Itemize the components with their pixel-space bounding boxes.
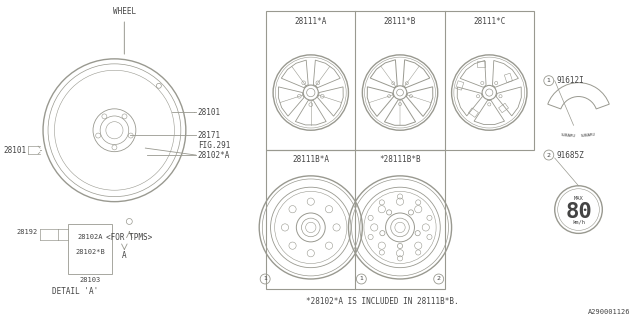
Text: SUBARU: SUBARU: [561, 133, 576, 138]
Text: 1: 1: [547, 78, 550, 83]
Text: 28102A: 28102A: [77, 234, 103, 240]
Text: 80: 80: [565, 202, 592, 221]
Bar: [456, 81, 464, 90]
Text: <FOR TPMS>: <FOR TPMS>: [106, 233, 152, 242]
Text: 28101: 28101: [198, 108, 221, 117]
Text: 1: 1: [360, 276, 364, 282]
Text: 28111B*A: 28111B*A: [292, 156, 329, 164]
Text: *28111B*B: *28111B*B: [380, 156, 421, 164]
Text: A290001126: A290001126: [588, 309, 630, 315]
Text: 28111*B: 28111*B: [384, 17, 416, 26]
Text: *28102*A IS INCLUDED IN 28111B*B.: *28102*A IS INCLUDED IN 28111B*B.: [306, 297, 458, 306]
Text: SUBARU: SUBARU: [580, 133, 596, 138]
Text: 28111*A: 28111*A: [294, 17, 327, 26]
Text: 91612I: 91612I: [557, 76, 584, 85]
Bar: [68, 224, 113, 274]
Text: 28101: 28101: [3, 146, 26, 155]
Text: 28192: 28192: [17, 229, 38, 236]
Text: 28102*A: 28102*A: [198, 150, 230, 160]
Text: 1: 1: [263, 276, 267, 282]
Text: FIG.291: FIG.291: [198, 140, 230, 150]
Text: 2: 2: [547, 153, 551, 157]
Text: 28111*C: 28111*C: [473, 17, 506, 26]
Text: 2: 2: [436, 276, 441, 282]
Text: 28171: 28171: [198, 131, 221, 140]
Bar: [266, 150, 445, 289]
Text: WHEEL: WHEEL: [113, 7, 136, 16]
Bar: [499, 103, 509, 113]
Bar: [504, 73, 513, 83]
Text: 28102*B: 28102*B: [76, 249, 105, 255]
Bar: [468, 108, 479, 117]
Text: MAX: MAX: [573, 196, 584, 201]
Bar: [477, 61, 485, 67]
Text: 28103: 28103: [79, 277, 100, 283]
Text: DETAIL 'A': DETAIL 'A': [52, 287, 98, 296]
Text: 91685Z: 91685Z: [557, 150, 584, 160]
Text: A: A: [122, 251, 127, 260]
Bar: [266, 11, 534, 150]
Text: km/h: km/h: [572, 220, 585, 224]
